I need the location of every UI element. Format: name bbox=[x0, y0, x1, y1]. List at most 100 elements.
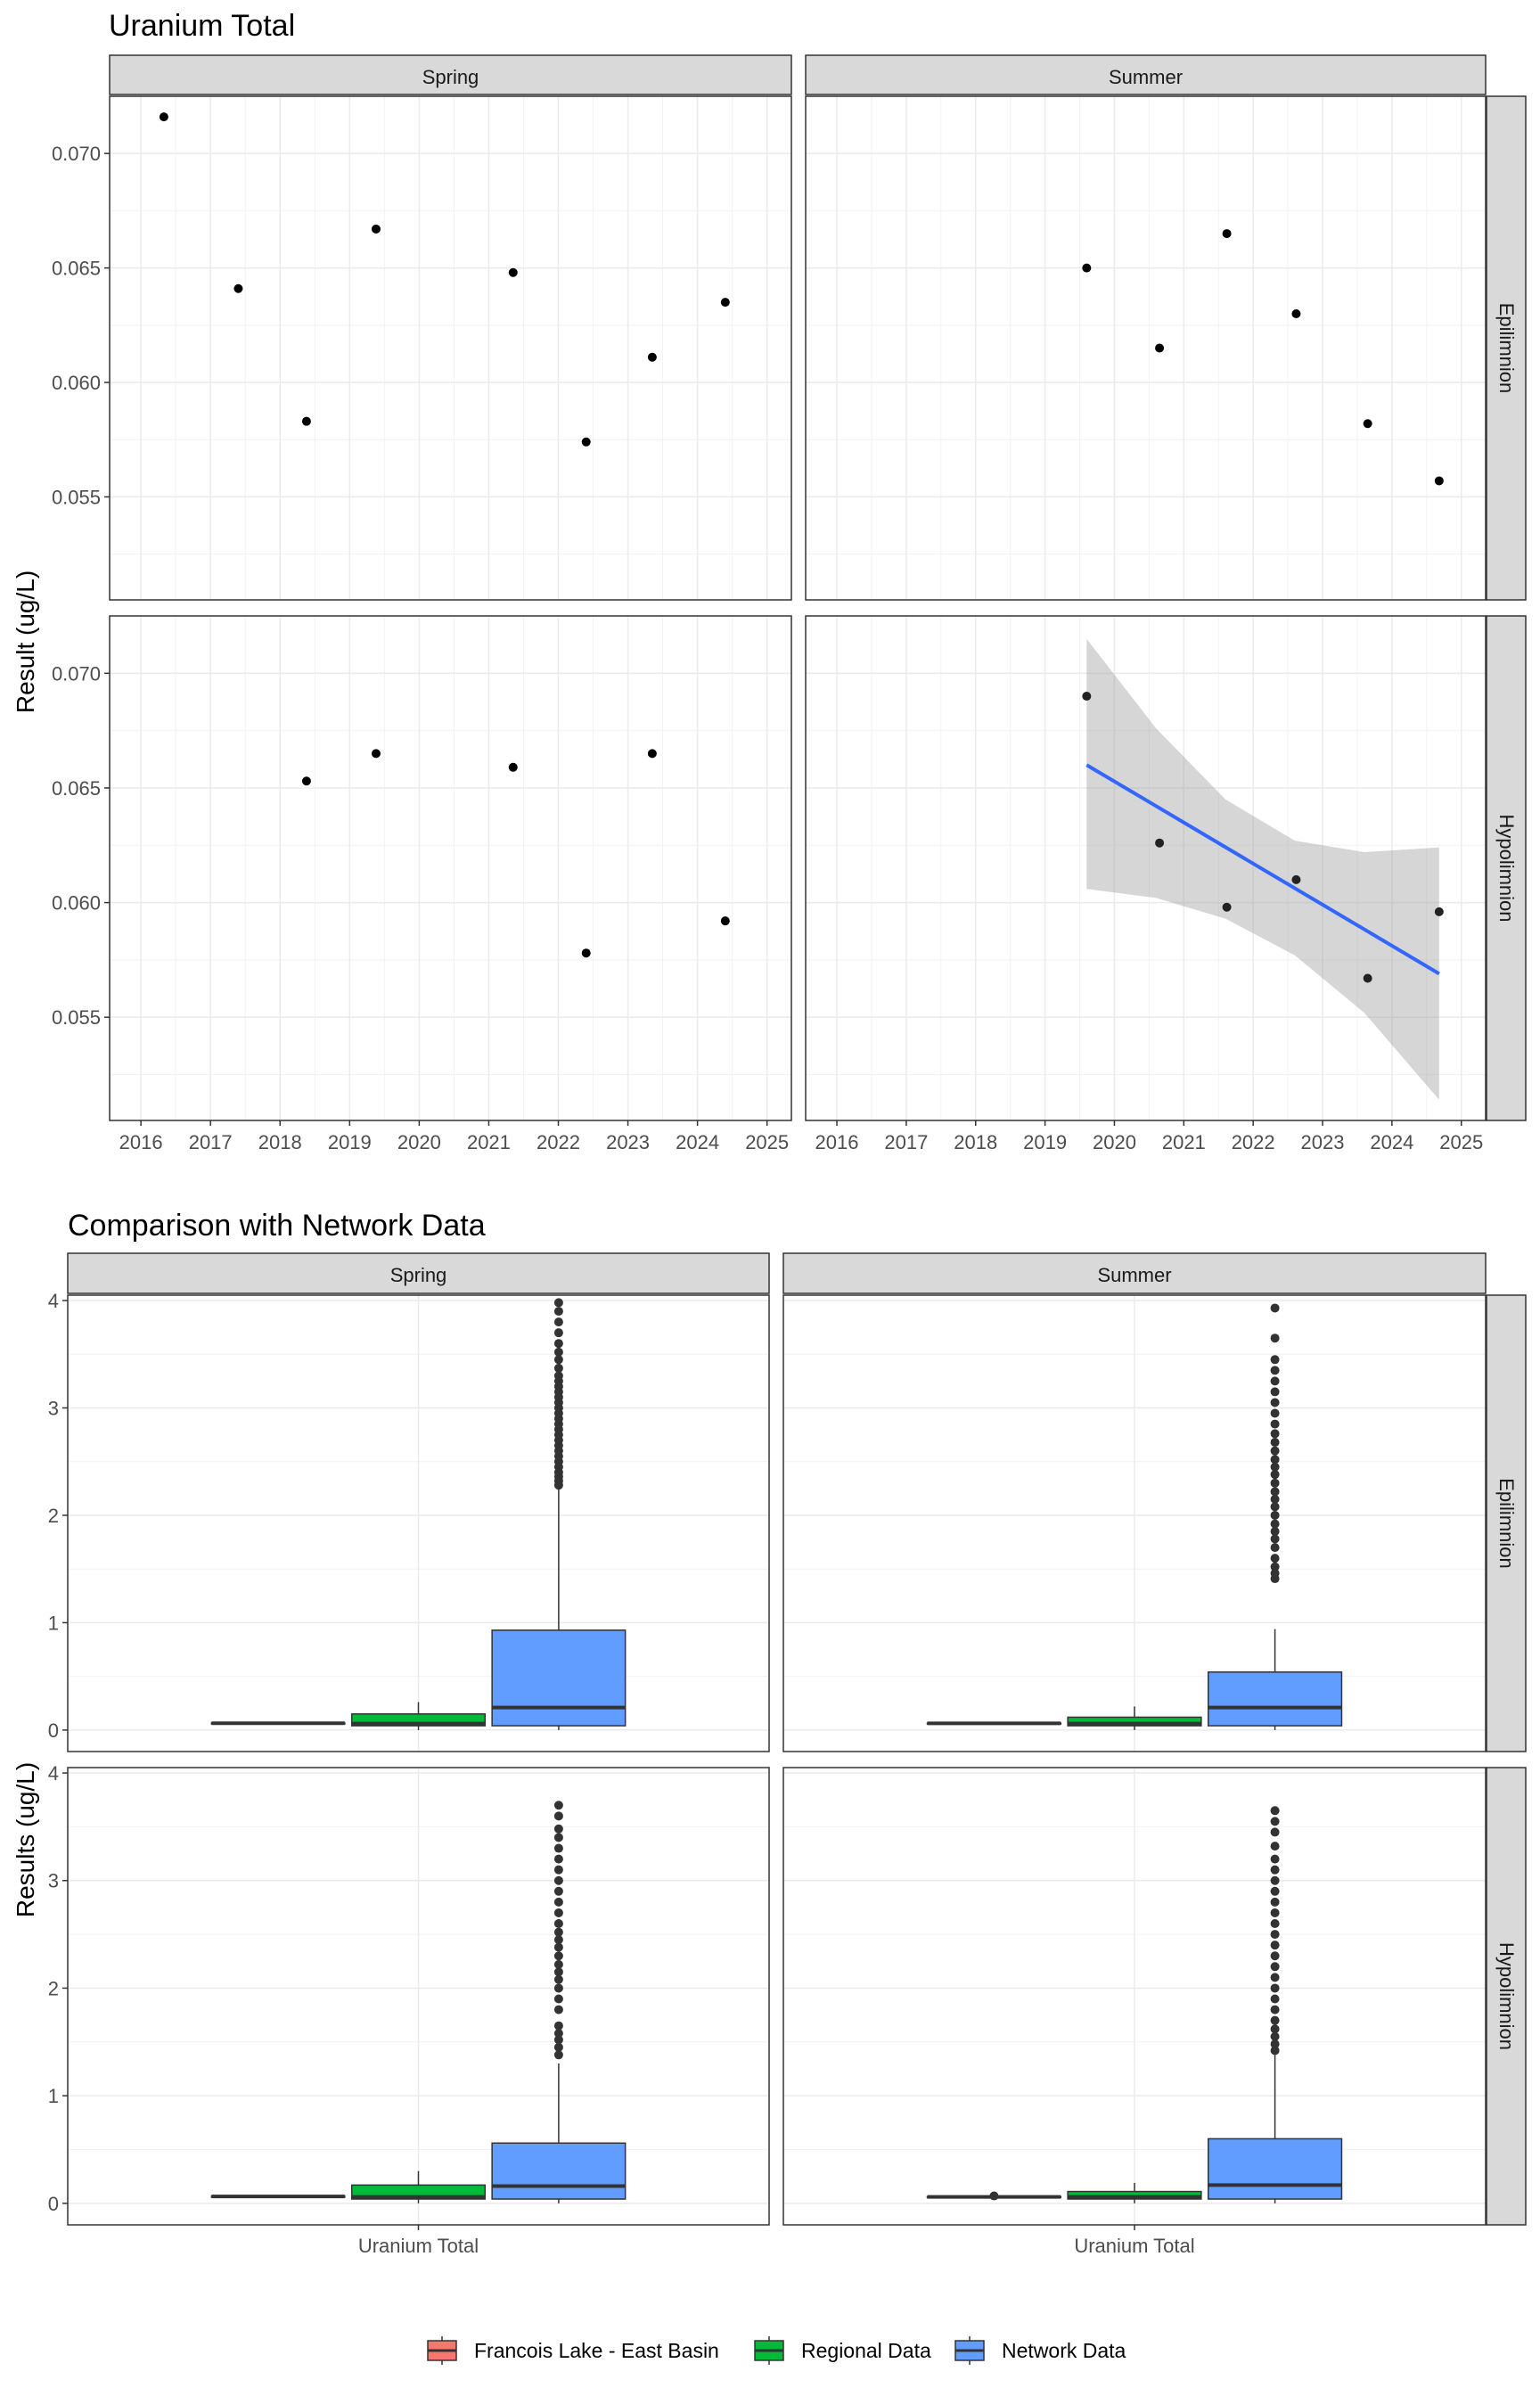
data-point bbox=[508, 267, 518, 277]
facet-panel: Uranium Total bbox=[782, 1767, 1487, 2257]
x-tick-label: 2016 bbox=[815, 1131, 859, 1153]
outlier-point bbox=[553, 1908, 563, 1917]
data-point bbox=[1434, 907, 1444, 916]
outlier-point bbox=[1270, 2024, 1280, 2034]
outlier-point bbox=[1270, 1333, 1280, 1343]
outlier-point bbox=[1270, 1355, 1280, 1365]
x-tick-label: 2024 bbox=[676, 1131, 719, 1153]
data-point bbox=[508, 762, 518, 772]
x-tick-label: 2018 bbox=[258, 1131, 302, 1153]
outlier-point bbox=[1270, 1962, 1280, 1972]
outlier-point bbox=[553, 1983, 563, 1993]
legend-item: Francois Lake - East Basin bbox=[427, 2336, 719, 2365]
data-point bbox=[1082, 692, 1092, 702]
outlier-point bbox=[553, 1959, 563, 1969]
outlier-point bbox=[553, 1843, 563, 1853]
box bbox=[210, 2195, 346, 2199]
outlier-point bbox=[1270, 1487, 1280, 1497]
facet-strip bbox=[1486, 615, 1527, 1121]
outlier-point bbox=[1270, 1908, 1280, 1917]
y-tick-label: 0.060 bbox=[52, 372, 101, 394]
panel-border bbox=[805, 615, 1487, 1121]
facet-panel: 0.055 0.060 0.065 0.070 2016 2017 2018 2019 2020… bbox=[52, 615, 792, 1153]
x-tick-label: 2017 bbox=[884, 1131, 928, 1153]
facet-panel: 0 1 2 3 4 Uranium Total bbox=[48, 1762, 770, 2257]
facet-label: Summer bbox=[1097, 1264, 1171, 1286]
x-tick-label: 2023 bbox=[1301, 1131, 1345, 1153]
y-tick-label: 3 bbox=[48, 1397, 59, 1419]
outlier-point bbox=[553, 2042, 563, 2052]
panel-background bbox=[110, 96, 791, 600]
box bbox=[1067, 2182, 1202, 2203]
y-tick-label: 4 bbox=[48, 1762, 59, 1785]
outlier-point bbox=[1270, 1569, 1280, 1579]
outlier-point bbox=[1270, 1519, 1280, 1529]
outlier-point bbox=[1270, 1951, 1280, 1961]
legend-label: Regional Data bbox=[801, 2339, 931, 2362]
outlier-point bbox=[1270, 1478, 1280, 1488]
x-tick-label: 2021 bbox=[1162, 1131, 1206, 1153]
outlier-point bbox=[553, 1347, 563, 1357]
outlier-point bbox=[1270, 1502, 1280, 1512]
chart-title: Uranium Total bbox=[109, 9, 295, 43]
data-point bbox=[159, 112, 168, 122]
outlier-point bbox=[1270, 1554, 1280, 1563]
outlier-point bbox=[1270, 1941, 1280, 1950]
outlier-point bbox=[1270, 2039, 1280, 2049]
y-tick-label: 2 bbox=[48, 1505, 59, 1527]
panel-border bbox=[805, 95, 1487, 601]
data-point bbox=[1434, 476, 1444, 486]
outlier-point bbox=[1270, 1494, 1280, 1504]
data-point bbox=[647, 352, 657, 362]
outlier-point bbox=[1270, 1897, 1280, 1907]
outlier-point bbox=[1270, 1527, 1280, 1537]
y-tick-label: 2 bbox=[48, 1977, 59, 1999]
y-tick-label: 3 bbox=[48, 1870, 59, 1892]
outlier-point bbox=[553, 1967, 563, 1977]
box bbox=[1067, 1706, 1202, 1730]
outlier-point bbox=[553, 2050, 563, 2060]
outlier-point bbox=[553, 1897, 563, 1907]
outlier-point bbox=[1270, 1376, 1280, 1386]
box bbox=[1207, 1303, 1343, 1730]
facet-label: Hypolimnion bbox=[1495, 814, 1518, 922]
y-axis-title: Result (ug/L) bbox=[12, 570, 39, 713]
box bbox=[350, 2170, 487, 2203]
y-tick-label: 0.055 bbox=[52, 486, 101, 508]
data-point bbox=[301, 416, 311, 426]
outlier-point bbox=[1270, 1854, 1280, 1864]
outlier-point bbox=[1270, 1994, 1280, 2004]
x-tick-label: 2019 bbox=[328, 1131, 372, 1153]
outlier-point bbox=[1270, 1930, 1280, 1940]
outlier-point bbox=[1270, 1470, 1280, 1480]
outlier-point bbox=[553, 1363, 563, 1373]
x-tick-label: 2025 bbox=[1439, 1131, 1483, 1153]
y-tick-label: 1 bbox=[48, 1612, 59, 1634]
facet-strip bbox=[1486, 95, 1527, 601]
box-body bbox=[491, 1629, 627, 1727]
box-body bbox=[491, 2142, 627, 2200]
outlier-point bbox=[553, 1942, 563, 1952]
y-tick-label: 4 bbox=[48, 1290, 59, 1312]
outlier-point bbox=[553, 1865, 563, 1875]
data-point bbox=[371, 224, 381, 234]
legend-label: Francois Lake - East Basin bbox=[474, 2339, 719, 2362]
legend-label: Network Data bbox=[1002, 2339, 1126, 2362]
outlier-point bbox=[553, 1328, 563, 1338]
panel-border bbox=[67, 1294, 770, 1752]
y-tick-label: 0.070 bbox=[52, 143, 101, 165]
x-tick-label: 2016 bbox=[119, 1131, 163, 1153]
outlier-point bbox=[553, 1811, 563, 1821]
x-tick-label: 2019 bbox=[1023, 1131, 1067, 1153]
outlier-point bbox=[1270, 1455, 1280, 1465]
outlier-point bbox=[553, 1994, 563, 2004]
facet-strip bbox=[1486, 1767, 1527, 2226]
outlier-point bbox=[553, 1854, 563, 1864]
outlier-point bbox=[553, 1801, 563, 1810]
data-point bbox=[1291, 308, 1301, 318]
y-tick-label: 0.070 bbox=[52, 662, 101, 685]
box-body bbox=[1207, 1671, 1343, 1727]
facet-panel: 0 1 2 3 4 bbox=[48, 1290, 770, 1752]
y-axis-title: Results (ug/L) bbox=[12, 1762, 39, 1917]
